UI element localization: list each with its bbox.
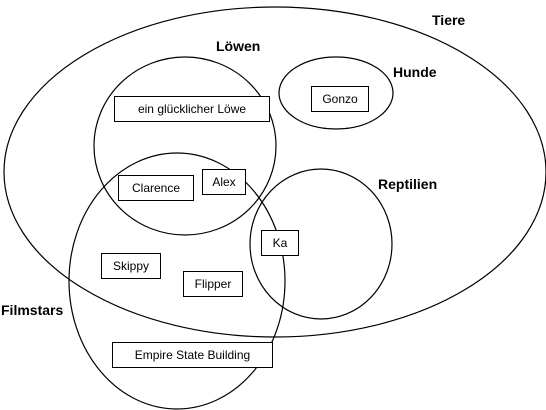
member-alex: Alex [202,169,246,195]
member-skippy: Skippy [101,253,161,279]
set-filmstars-ellipse [68,152,286,410]
set-label-reptilien: Reptilien [378,176,438,192]
set-tiere-ellipse [3,6,546,338]
member-gluecklicher-loewe: ein glücklicher Löwe [114,96,270,122]
set-label-hunde: Hunde [393,64,437,80]
set-label-loewen: Löwen [216,38,261,54]
set-loewen-ellipse [93,56,277,236]
member-gonzo: Gonzo [311,86,369,112]
member-clarence: Clarence [118,175,194,201]
member-empire-state-building: Empire State Building [112,342,273,368]
member-flipper: Flipper [183,271,243,297]
set-label-filmstars: Filmstars [1,302,64,318]
set-hunde-ellipse [278,56,394,130]
set-reptilien-ellipse [249,168,393,320]
member-ka: Ka [261,230,299,256]
set-label-tiere: Tiere [432,12,466,28]
